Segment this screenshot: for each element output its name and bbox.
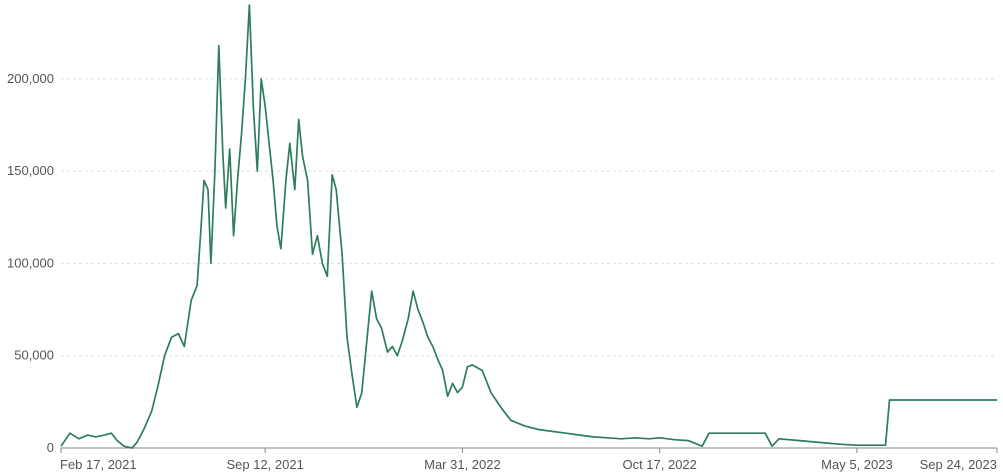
y-tick-label: 200,000 [7,71,54,86]
x-tick-label: Oct 17, 2022 [622,457,696,472]
y-tick-label: 0 [47,440,54,455]
x-axis-tick-labels: Feb 17, 2021 Sep 12, 2021 Mar 31, 2022 Oct … [60,448,998,472]
y-tick-label: 100,000 [7,255,54,270]
x-tick-label: May 5, 2023 [821,457,893,472]
series-layer [60,4,997,449]
x-tick-label: Feb 17, 2021 [60,457,137,472]
y-axis-tick-labels: 0 50,000 100,000 150,000 200,000 [7,71,54,455]
x-tick-label: Sep 24, 2023 [920,457,997,472]
y-tick-label: 150,000 [7,163,54,178]
x-tick-label: Mar 31, 2022 [424,457,501,472]
y-tick-label: 50,000 [14,348,54,363]
series-line [60,4,997,449]
x-tick-label: Sep 12, 2021 [226,457,303,472]
